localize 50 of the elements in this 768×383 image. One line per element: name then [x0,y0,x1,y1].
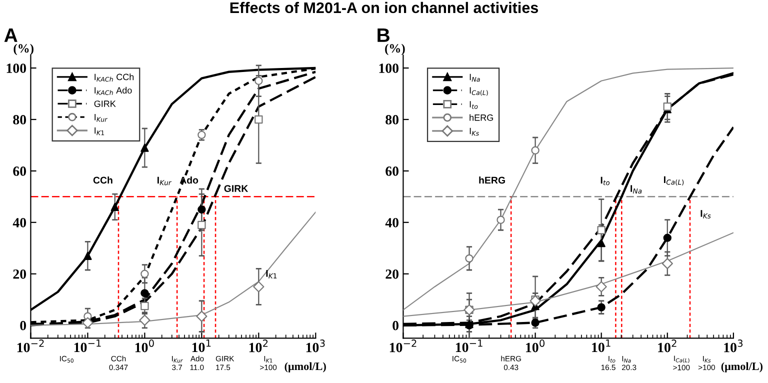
legend-label: I$_{KACh}$ Ado [94,86,132,96]
y-axis-title: (%) [14,44,34,56]
annotation: GIRK [224,185,248,192]
y-tick-label: 100 [6,64,26,73]
legend-label: I$_{Na}$ [470,74,480,82]
y-tick-label: 40 [12,218,26,228]
annotation: hERG [479,176,505,184]
x-tick-label: 10$^{1}$ [592,340,610,352]
y-tick-label: 20 [386,269,399,279]
legend-label: I$_{Ks}$ [470,128,479,136]
annotation: I$_{to}$ [600,176,610,186]
legend-label: I$_{K1}$ [94,127,104,136]
chart-subtitle: A [4,28,18,42]
y-tick-label: 80 [386,115,399,124]
y-tick-label: 0 [20,320,26,330]
chart-subtitle: B [378,28,390,42]
legend-label: I$_{to}$ [470,101,478,109]
y-tick-label: 40 [385,218,399,228]
text: Effects of M201-A on ion channel activities [230,2,538,14]
annotation: CCh [93,176,112,184]
x-tick-label: 10$^{2}$ [249,340,268,352]
y-tick-label: 100 [379,64,399,73]
legend-label: I$_{KACh}$ CCh [94,74,134,82]
annotation: I$_{Ca(L)}$ [664,176,684,186]
y-tick-label: 60 [386,166,399,176]
legend-label: I$_{Kur}$ [94,114,108,122]
annotation: I$_{Ks}$ [700,210,711,218]
x-tick-label: 10$^{−2}$ [390,340,416,352]
x-tick-label: 10$^{3}$ [306,340,325,352]
x-axis-title: (μmol/L) [284,362,326,372]
x-tick-label: 10$^{2}$ [658,340,676,352]
y-tick-label: 0 [392,320,399,330]
legend-label: GIRK [94,100,116,107]
x-tick-label: 10$^{−1}$ [74,340,101,352]
legend-label: hERG [470,114,493,121]
legend-label: I$_{Ca(L)}$ [470,87,488,96]
annotation: I$_{Kur}$ [157,176,172,186]
y-tick-label: 20 [13,269,26,279]
x-tick-label: 10$^{1}$ [192,340,211,352]
x-tick-label: 10$^{3}$ [724,340,743,352]
x-tick-label: 10$^{0}$ [135,340,154,352]
x-tick-label: 10$^{0}$ [526,340,545,352]
x-tick-label: 10$^{−2}$ [17,340,44,352]
x-tick-label: 10$^{−1}$ [456,340,482,352]
annotation: I$_{Na}$ [630,185,642,194]
y-tick-label: 60 [13,166,26,176]
y-axis-title: (%) [385,44,405,56]
annotation: I$_{K1}$ [266,270,277,278]
y-tick-label: 80 [13,115,26,124]
x-axis-title: (μmol/L) [721,362,762,372]
